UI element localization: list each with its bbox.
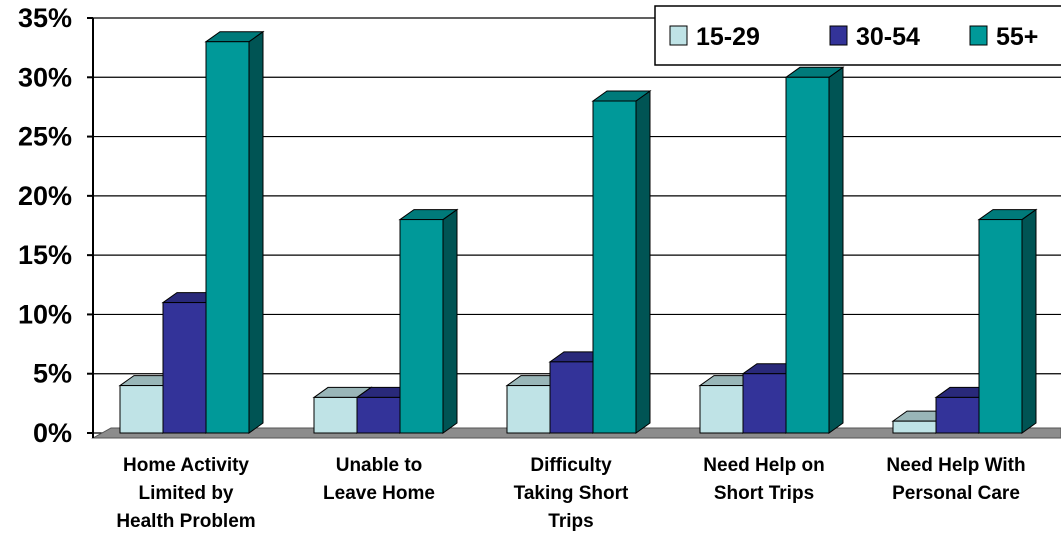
bar-front (506, 385, 551, 434)
x-category-label: Short Trips (714, 483, 814, 504)
legend-label: 15-29 (696, 23, 760, 51)
y-tick-label: 15% (18, 240, 72, 270)
x-category-label: Unable to (336, 455, 423, 476)
bar-front (356, 396, 401, 434)
legend-box (654, 5, 1061, 66)
bar (204, 30, 265, 434)
y-tick-label: 10% (18, 299, 72, 329)
x-category-label: Difficulty (530, 455, 612, 476)
bars (118, 30, 1038, 434)
bar-front (313, 396, 358, 434)
legend-swatch (829, 25, 848, 46)
x-category-label: Trips (548, 511, 593, 532)
y-tick-label: 5% (33, 359, 72, 389)
y-tick-label: 35% (18, 3, 72, 33)
legend-swatch (969, 25, 988, 46)
bar-front (978, 219, 1023, 434)
bar-front (935, 396, 980, 434)
bar (312, 386, 373, 434)
x-category-label: Limited by (138, 483, 233, 504)
bar-side (248, 30, 264, 434)
y-tick-label: 30% (18, 62, 72, 92)
legend-swatch (669, 25, 688, 46)
y-axis: 0% 5% 10% 15% 20% 25% 30% 35% (18, 3, 94, 448)
x-category-label: Taking Short (514, 483, 629, 504)
bar-front (699, 385, 744, 434)
bar-side (635, 90, 651, 434)
y-tick-label: 25% (18, 122, 72, 152)
x-axis: Home Activity Limited by Health Problem Una… (116, 455, 1025, 532)
legend-label: 30-54 (856, 23, 920, 51)
x-category-label: Leave Home (323, 483, 435, 504)
bar-side (1021, 208, 1037, 434)
legend: 15-29 30-54 55+ (654, 5, 1061, 66)
bar (784, 66, 845, 434)
bar-front (742, 373, 787, 434)
legend-label: 55+ (996, 23, 1038, 51)
bar-front (785, 76, 830, 434)
y-tick-label: 0% (33, 418, 72, 448)
bar (398, 208, 459, 434)
bar-front (205, 41, 250, 434)
bar (591, 90, 652, 434)
x-category-label: Health Problem (116, 511, 255, 532)
bar-front (892, 420, 937, 434)
x-category-label: Need Help With (886, 455, 1025, 476)
bar-side (828, 66, 844, 434)
y-tick-label: 20% (18, 181, 72, 211)
x-category-label: Need Help on (703, 455, 824, 476)
bar-side (442, 208, 458, 434)
x-category-label: Personal Care (892, 483, 1020, 504)
bar-front (162, 302, 207, 434)
bar (977, 208, 1038, 434)
bar-front (119, 385, 164, 434)
bar-front (592, 100, 637, 434)
x-category-label: Home Activity (123, 455, 249, 476)
bar-front (399, 219, 444, 434)
bar-front (549, 361, 594, 434)
